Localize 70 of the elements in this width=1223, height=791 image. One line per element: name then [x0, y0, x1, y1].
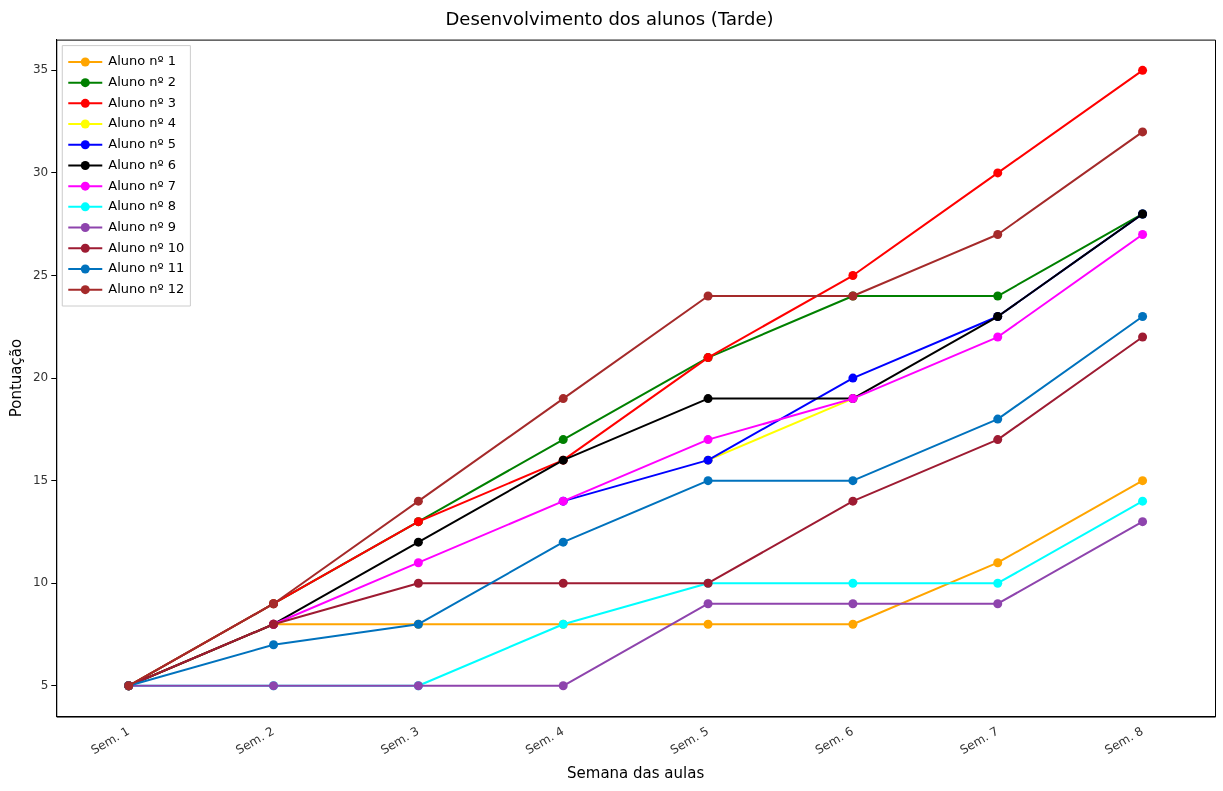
point [1138, 496, 1148, 506]
point [1138, 476, 1148, 486]
point [848, 476, 858, 486]
y-tick-label: 20 [32, 370, 49, 385]
legend-label: Aluno nº 3 [108, 94, 177, 110]
point [1138, 65, 1148, 75]
point [1138, 517, 1148, 527]
x-tick-label: Sem. 3 [378, 723, 422, 758]
point [558, 537, 568, 547]
point [993, 414, 1003, 424]
y-tick-label: 30 [32, 165, 49, 180]
x-tick-label: Sem. 4 [522, 723, 567, 758]
point [558, 394, 568, 404]
point [848, 619, 858, 629]
point [703, 599, 713, 609]
point [1138, 127, 1148, 137]
x-axis-title: Semana das aulas [567, 763, 705, 782]
legend-label: Aluno nº 1 [108, 53, 177, 69]
x-tick-label: Sem. 7 [957, 723, 1001, 758]
point [848, 373, 858, 383]
legend-label: Aluno nº 6 [108, 156, 177, 172]
point [1138, 229, 1148, 239]
point [848, 578, 858, 588]
y-tick-label: 35 [32, 62, 49, 77]
point [558, 435, 568, 445]
x-tick-label: Sem. 6 [812, 723, 856, 758]
point [413, 578, 423, 588]
point [993, 332, 1003, 342]
chart-title: Desenvolvimento dos alunos (Tarde) [445, 8, 774, 30]
point [993, 599, 1003, 609]
y-tick-label: 15 [32, 472, 49, 487]
legend-label: Aluno nº 9 [108, 218, 177, 234]
x-tick-label: Sem. 2 [233, 723, 277, 758]
point [1138, 332, 1148, 342]
point [993, 578, 1003, 588]
legend-label: Aluno nº 5 [108, 136, 177, 152]
point [848, 496, 858, 506]
legend-label: Aluno nº 8 [108, 198, 177, 214]
y-tick-label: 25 [32, 267, 49, 282]
point [413, 558, 423, 568]
point [269, 640, 279, 650]
point [703, 476, 713, 486]
y-tick-label: 10 [32, 575, 49, 590]
point [413, 537, 423, 547]
point [558, 681, 568, 691]
y-tick-label: 5 [40, 677, 49, 692]
legend-label: Aluno nº 10 [108, 239, 185, 255]
y-axis-title: Pontuação [6, 338, 25, 418]
point [993, 291, 1003, 301]
legend-label: Aluno nº 12 [108, 281, 185, 297]
point [993, 168, 1003, 178]
point [413, 496, 423, 506]
legend-label: Aluno nº 11 [108, 260, 185, 276]
x-tick-label: Sem. 5 [667, 723, 712, 758]
point [703, 435, 713, 445]
point [558, 578, 568, 588]
point [993, 229, 1003, 239]
legend-label: Aluno nº 4 [108, 115, 177, 131]
x-tick-label: Sem. 8 [1102, 723, 1146, 758]
point [703, 619, 713, 629]
x-tick-label: Sem. 1 [88, 723, 132, 758]
point [848, 271, 858, 281]
legend-label: Aluno nº 7 [108, 177, 177, 193]
point [703, 291, 713, 301]
legend-label: Aluno nº 2 [108, 74, 177, 90]
point [1138, 312, 1148, 322]
point [703, 394, 713, 404]
point [993, 435, 1003, 445]
point [993, 558, 1003, 568]
point [848, 599, 858, 609]
